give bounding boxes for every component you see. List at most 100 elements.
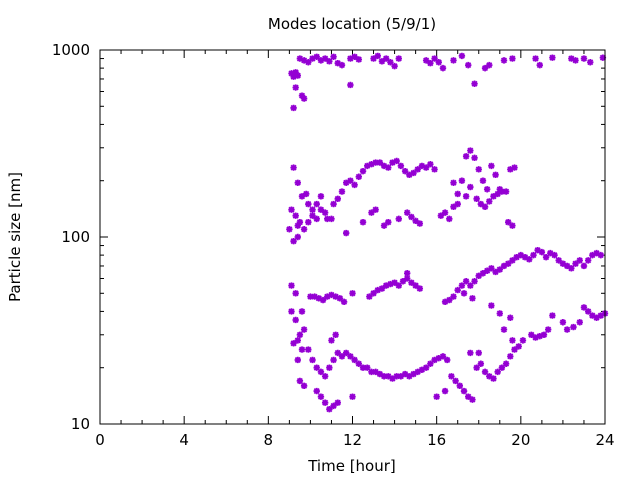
data-point (587, 59, 594, 66)
data-point (441, 298, 449, 306)
data-point (465, 61, 472, 69)
data-point (349, 393, 356, 400)
data-point (290, 164, 297, 171)
data-point (376, 370, 384, 378)
data-point (406, 171, 413, 179)
data-point (532, 334, 539, 341)
data-point (317, 393, 325, 400)
data-point (378, 58, 386, 65)
data-point (328, 337, 335, 344)
data-point (404, 209, 411, 216)
data-point (492, 268, 499, 276)
data-point (380, 222, 388, 229)
data-point (338, 61, 346, 69)
data-point (298, 308, 306, 315)
data-point (397, 162, 405, 170)
y-axis-label: Particle size [nm] (6, 172, 24, 302)
data-point (555, 257, 562, 264)
data-point (324, 293, 331, 300)
data-point (460, 290, 468, 297)
data-point (298, 92, 306, 99)
data-point (538, 248, 546, 256)
data-point (296, 377, 304, 385)
x-tick-label: 4 (179, 431, 189, 449)
data-point (515, 343, 522, 350)
data-point (326, 364, 333, 371)
data-point (300, 326, 308, 333)
data-point (366, 293, 373, 300)
data-point (342, 229, 350, 237)
data-point (330, 356, 337, 364)
y-tick-label: 100 (61, 228, 90, 246)
data-point (372, 368, 379, 376)
data-point (502, 360, 510, 367)
data-point (456, 382, 464, 390)
data-point (483, 186, 491, 193)
data-point (507, 314, 514, 321)
data-point (572, 260, 579, 267)
x-tick-label: 8 (264, 431, 274, 449)
data-point (599, 54, 607, 61)
data-point (292, 212, 299, 219)
data-point (509, 337, 516, 344)
data-point (502, 188, 510, 195)
data-point (351, 181, 358, 189)
plot-frame (99, 49, 606, 425)
data-point (387, 280, 394, 288)
data-point (597, 312, 604, 319)
data-points (286, 52, 609, 413)
data-point (547, 249, 554, 257)
data-point (498, 364, 506, 371)
data-point (593, 249, 600, 257)
data-point (321, 209, 329, 216)
data-point (317, 193, 325, 200)
data-point (347, 353, 354, 360)
data-point (450, 293, 457, 300)
data-point (317, 368, 325, 376)
data-point (513, 253, 520, 261)
data-point (488, 265, 495, 272)
data-point (395, 282, 402, 289)
data-point (351, 53, 358, 60)
data-point (458, 52, 466, 60)
data-point (481, 64, 489, 72)
data-point (372, 159, 379, 166)
data-point (311, 293, 318, 300)
data-point (385, 218, 392, 226)
x-tick-label: 0 (95, 431, 105, 449)
data-point (486, 373, 493, 380)
x-axis-label: Time [hour] (307, 457, 396, 475)
data-point (292, 290, 299, 297)
data-point (334, 59, 341, 67)
data-point (530, 251, 537, 259)
data-point (317, 206, 325, 213)
data-point (328, 291, 335, 299)
data-point (391, 62, 398, 70)
data-point (481, 368, 489, 376)
data-point (332, 331, 339, 338)
data-point (454, 200, 461, 208)
data-point (380, 162, 388, 170)
data-point (422, 164, 430, 171)
data-point (500, 262, 508, 270)
data-point (475, 166, 482, 173)
data-point (399, 278, 407, 285)
data-point (315, 295, 323, 302)
data-point (330, 53, 337, 60)
data-point (290, 237, 297, 245)
data-point (298, 193, 306, 200)
data-point (334, 349, 341, 357)
data-point (572, 57, 579, 64)
data-point (496, 266, 503, 273)
data-point (473, 364, 480, 371)
data-point (347, 55, 354, 62)
data-point (551, 251, 558, 259)
data-point (321, 55, 329, 62)
data-point (330, 200, 337, 208)
data-point (404, 270, 411, 277)
data-point (401, 370, 409, 378)
data-point (290, 104, 297, 112)
data-point (490, 193, 497, 200)
data-point (488, 302, 495, 309)
